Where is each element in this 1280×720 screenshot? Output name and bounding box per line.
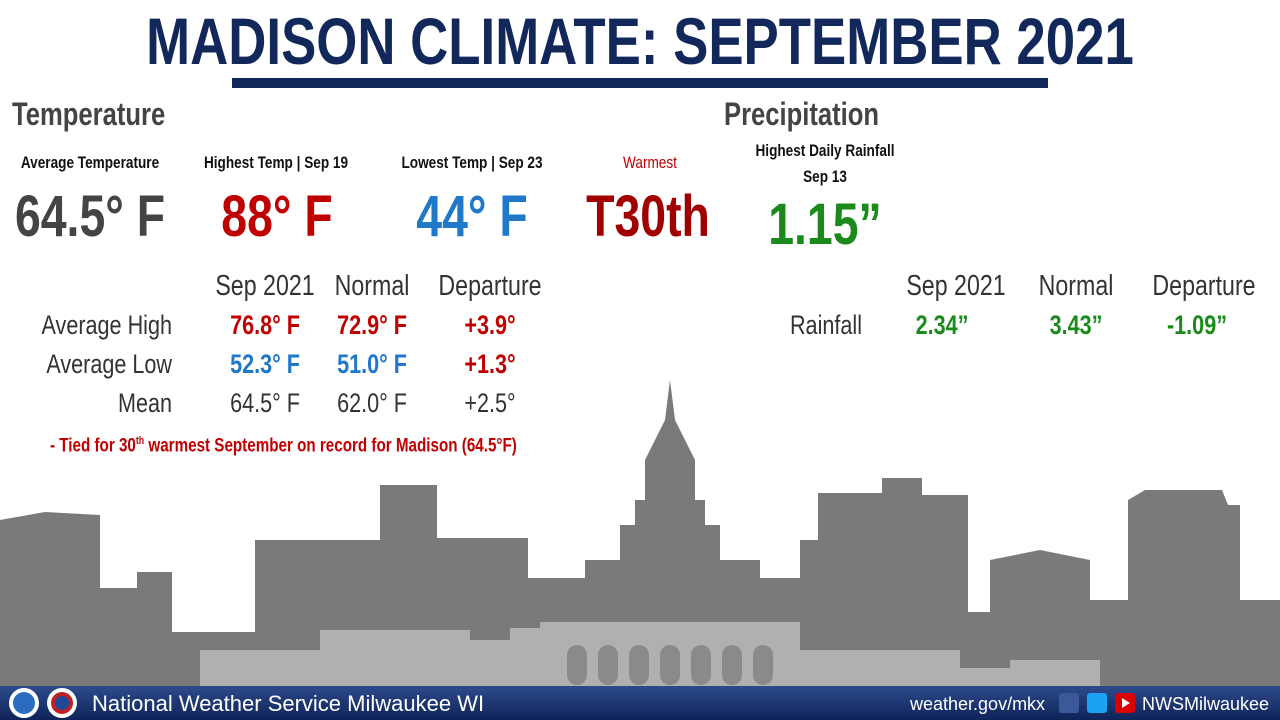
- column-header: Departure: [438, 270, 542, 302]
- footer-website[interactable]: weather.gov/mkx: [910, 694, 1046, 714]
- column-header: Sep 2021: [906, 270, 1006, 302]
- note: - Tied for 30th warmest September on rec…: [50, 435, 517, 457]
- stat-label: Average Temperature: [20, 153, 160, 172]
- cell: 52.3° F: [230, 349, 300, 379]
- stat-date: Sep 13: [803, 167, 847, 186]
- column-header: Normal: [1038, 270, 1114, 302]
- column-header: Normal: [334, 270, 410, 302]
- cell: 72.9° F: [337, 310, 407, 340]
- cell: 62.0° F: [337, 388, 407, 418]
- stat-label: Highest Daily Rainfall: [755, 141, 895, 160]
- row-label: Average Low: [46, 349, 172, 379]
- column-header: Departure: [1152, 270, 1256, 302]
- title: MADISON CLIMATE: SEPTEMBER 2021: [146, 4, 1134, 78]
- cell: -1.09”: [1166, 310, 1228, 340]
- stat-value: 44° F: [416, 184, 528, 249]
- footer-office: National Weather Service Milwaukee WI: [92, 691, 485, 716]
- note-text: - Tied for 30: [50, 435, 136, 457]
- column-header: Sep 2021: [215, 270, 315, 302]
- cell: +2.5°: [464, 388, 516, 418]
- cell: 2.34”: [915, 310, 969, 340]
- row-label: Mean: [117, 388, 172, 418]
- cell: +3.9°: [464, 310, 516, 340]
- stat-value: 1.15”: [768, 192, 882, 257]
- row-label: Rainfall: [789, 310, 862, 340]
- stat-value: T30th: [586, 184, 710, 249]
- stat-label: Warmest: [623, 153, 677, 172]
- stat-value: 88° F: [221, 184, 333, 249]
- note-sup: th: [135, 435, 145, 447]
- cell: +1.3°: [464, 349, 516, 379]
- twitter-icon[interactable]: [1087, 693, 1107, 713]
- stat-label: Lowest Temp | Sep 23: [401, 153, 543, 172]
- section-heading: Precipitation: [724, 96, 880, 132]
- cell: 64.5° F: [230, 388, 300, 418]
- section-heading: Temperature: [12, 96, 166, 132]
- stat-label: Highest Temp | Sep 19: [203, 153, 349, 172]
- stat-value: 64.5° F: [14, 184, 166, 249]
- row-label: Average High: [41, 310, 173, 340]
- title-underline: [232, 78, 1048, 88]
- note-text: warmest September on record for Madison …: [144, 435, 517, 457]
- cell: 51.0° F: [337, 349, 407, 379]
- cell: 76.8° F: [230, 310, 300, 340]
- cell: 3.43”: [1049, 310, 1103, 340]
- facebook-icon[interactable]: [1059, 693, 1079, 713]
- footer-handle[interactable]: NWSMilwaukee: [1142, 694, 1270, 714]
